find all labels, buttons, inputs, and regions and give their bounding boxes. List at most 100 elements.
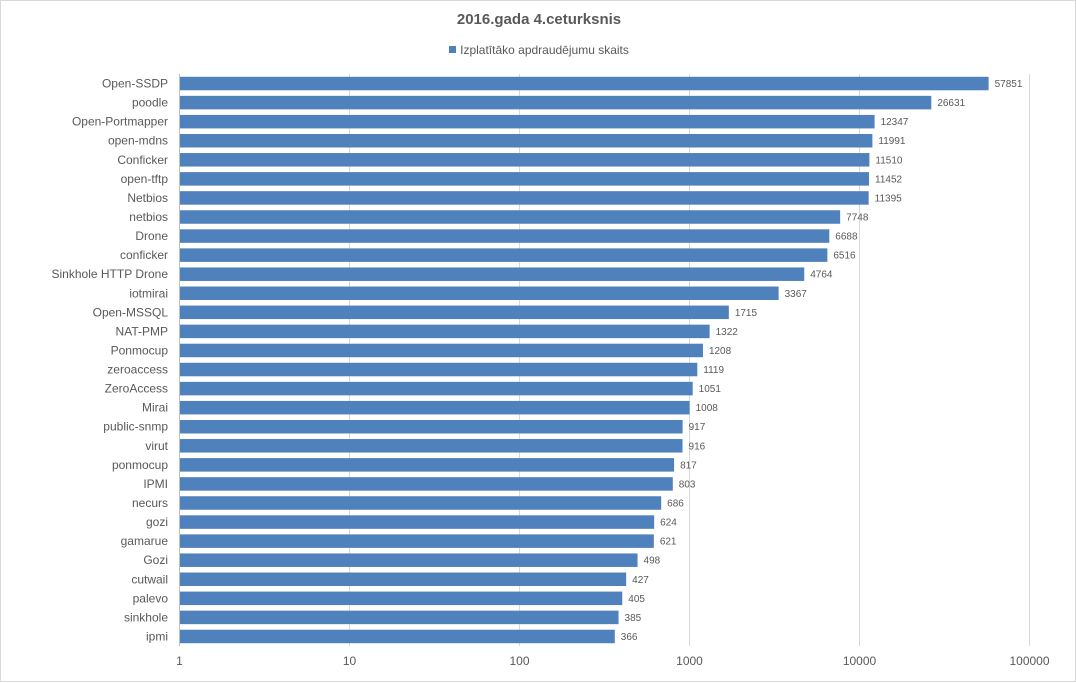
data-label: 7748	[846, 213, 869, 224]
data-label: 498	[644, 556, 661, 567]
category-label: Netbios	[127, 191, 168, 205]
bar	[180, 381, 693, 396]
category-label: netbios	[129, 210, 168, 224]
data-label: 1322	[716, 327, 739, 338]
data-label: 4764	[810, 270, 833, 281]
data-label: 366	[621, 632, 638, 643]
data-label: 803	[679, 479, 696, 490]
bar	[180, 534, 654, 548]
bar	[180, 458, 675, 472]
bar	[180, 343, 703, 358]
category-label: open-tftp	[121, 172, 169, 186]
category-label: Ponmocup	[111, 343, 169, 357]
bar	[180, 76, 989, 91]
bar	[180, 286, 779, 301]
bar	[180, 496, 662, 510]
category-label: Drone	[135, 229, 168, 243]
bar	[180, 572, 627, 587]
bar	[180, 248, 828, 262]
category-label: public-snmp	[103, 420, 168, 434]
data-label: 3367	[785, 289, 808, 300]
data-label: 385	[625, 613, 642, 624]
category-label: conficker	[120, 248, 168, 262]
bar	[180, 172, 870, 186]
data-label: 57851	[995, 79, 1023, 90]
category-label: sinkhole	[124, 610, 168, 624]
category-label: Mirai	[142, 401, 168, 415]
bar	[180, 362, 698, 377]
bar	[180, 267, 805, 281]
category-label: ipmi	[146, 629, 168, 643]
x-tick-label: 1000	[676, 654, 703, 668]
data-label: 11452	[875, 174, 903, 185]
data-label: 621	[660, 537, 677, 548]
data-label: 1008	[696, 403, 719, 414]
x-tick-label: 1	[176, 654, 183, 668]
data-label: 1051	[699, 384, 722, 395]
x-tick-label: 100	[509, 654, 529, 668]
data-label: 405	[628, 594, 645, 605]
category-label: Sinkhole HTTP Drone	[52, 267, 169, 281]
data-label: 12347	[881, 117, 909, 128]
x-tick-label: 10000	[843, 654, 877, 668]
data-label: 916	[689, 441, 706, 452]
category-label: gamarue	[121, 534, 169, 548]
bar	[180, 210, 841, 224]
bar	[180, 591, 623, 606]
bar	[180, 153, 870, 167]
category-label: ponmocup	[112, 458, 168, 472]
legend-label: Izplatītāko apdraudējumu skaits	[460, 43, 629, 57]
data-label: 1119	[703, 365, 724, 376]
data-label: 11510	[875, 155, 903, 166]
category-label: Open-SSDP	[102, 77, 168, 91]
bar	[180, 553, 638, 567]
bar	[180, 324, 710, 339]
data-label: 427	[632, 575, 649, 586]
bar	[180, 191, 869, 205]
data-label: 11395	[875, 193, 903, 204]
legend-swatch	[449, 46, 457, 53]
bar	[180, 629, 615, 644]
bar	[180, 114, 875, 129]
bar	[180, 133, 873, 148]
category-label: palevo	[133, 591, 169, 605]
category-label: poodle	[132, 96, 168, 110]
category-label: NAT-PMP	[116, 324, 168, 338]
category-label: virut	[145, 439, 168, 453]
x-tick-label: 10	[343, 654, 357, 668]
category-label: open-mdns	[108, 134, 168, 148]
category-label: necurs	[132, 496, 168, 510]
bar	[180, 229, 830, 243]
bar	[180, 419, 683, 434]
data-label: 917	[689, 422, 706, 433]
data-label: 817	[680, 460, 697, 471]
data-label: 1715	[735, 308, 758, 319]
data-label: 624	[660, 518, 677, 529]
category-label: gozi	[146, 515, 168, 529]
data-label: 6516	[833, 251, 856, 262]
bar	[180, 515, 655, 529]
category-label: Gozi	[143, 553, 168, 567]
bar	[180, 400, 690, 415]
bar	[180, 610, 619, 625]
category-label: cutwail	[131, 572, 168, 586]
category-label: Open-MSSQL	[93, 305, 169, 319]
data-label: 26631	[937, 98, 965, 109]
category-label: Open-Portmapper	[72, 115, 168, 129]
data-label: 6688	[835, 232, 858, 243]
x-tick-label: 100000	[1009, 654, 1049, 668]
bar	[180, 439, 683, 453]
category-label: iotmirai	[129, 286, 168, 300]
chart-title: 2016.gada 4.ceturksnis	[456, 11, 622, 28]
category-label: Conficker	[117, 153, 168, 167]
bar	[180, 477, 673, 491]
data-label: 1208	[709, 346, 732, 357]
legend: Izplatītāko apdraudējumu skaits	[1, 43, 1076, 57]
data-label: 11991	[878, 136, 906, 147]
category-label: zeroaccess	[107, 363, 168, 377]
category-label: IPMI	[143, 477, 168, 491]
data-label: 686	[667, 499, 684, 510]
category-label: ZeroAccess	[105, 382, 168, 396]
